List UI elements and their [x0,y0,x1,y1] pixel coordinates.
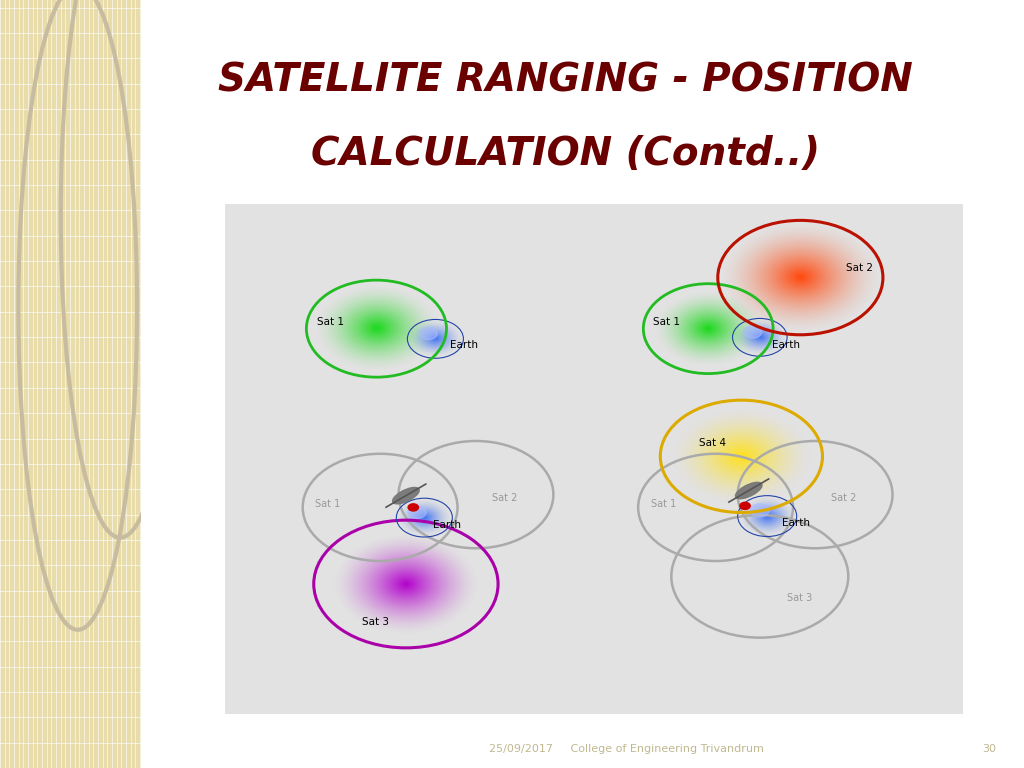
Text: CALCULATION (Contd..): CALCULATION (Contd..) [310,134,819,173]
Text: Sat 1: Sat 1 [317,317,344,327]
Text: Earth: Earth [772,339,801,349]
Circle shape [740,502,751,509]
Circle shape [409,506,426,518]
Ellipse shape [392,488,419,504]
Text: Sat 2: Sat 2 [493,493,517,503]
Text: Sat 2: Sat 2 [846,263,873,273]
Text: 25/09/2017     College of Engineering Trivandrum: 25/09/2017 College of Engineering Trivan… [489,743,764,754]
Text: Sat 1: Sat 1 [651,499,677,509]
Circle shape [420,327,437,339]
Ellipse shape [735,482,762,498]
Text: Sat 1: Sat 1 [653,317,680,327]
Text: SATELLITE RANGING - POSITION: SATELLITE RANGING - POSITION [218,61,912,100]
Text: 30: 30 [982,743,995,754]
Text: Sat 4: Sat 4 [698,438,726,448]
Circle shape [409,504,419,511]
Text: Sat 2: Sat 2 [831,493,857,503]
Text: Sat 3: Sat 3 [787,593,812,603]
Text: Sat 1: Sat 1 [315,499,340,509]
Text: Earth: Earth [451,339,478,349]
Circle shape [751,504,769,517]
FancyBboxPatch shape [218,198,970,720]
Text: Earth: Earth [433,520,461,530]
Circle shape [744,326,762,338]
Text: Earth: Earth [782,518,810,528]
Text: Sat 3: Sat 3 [361,617,389,627]
